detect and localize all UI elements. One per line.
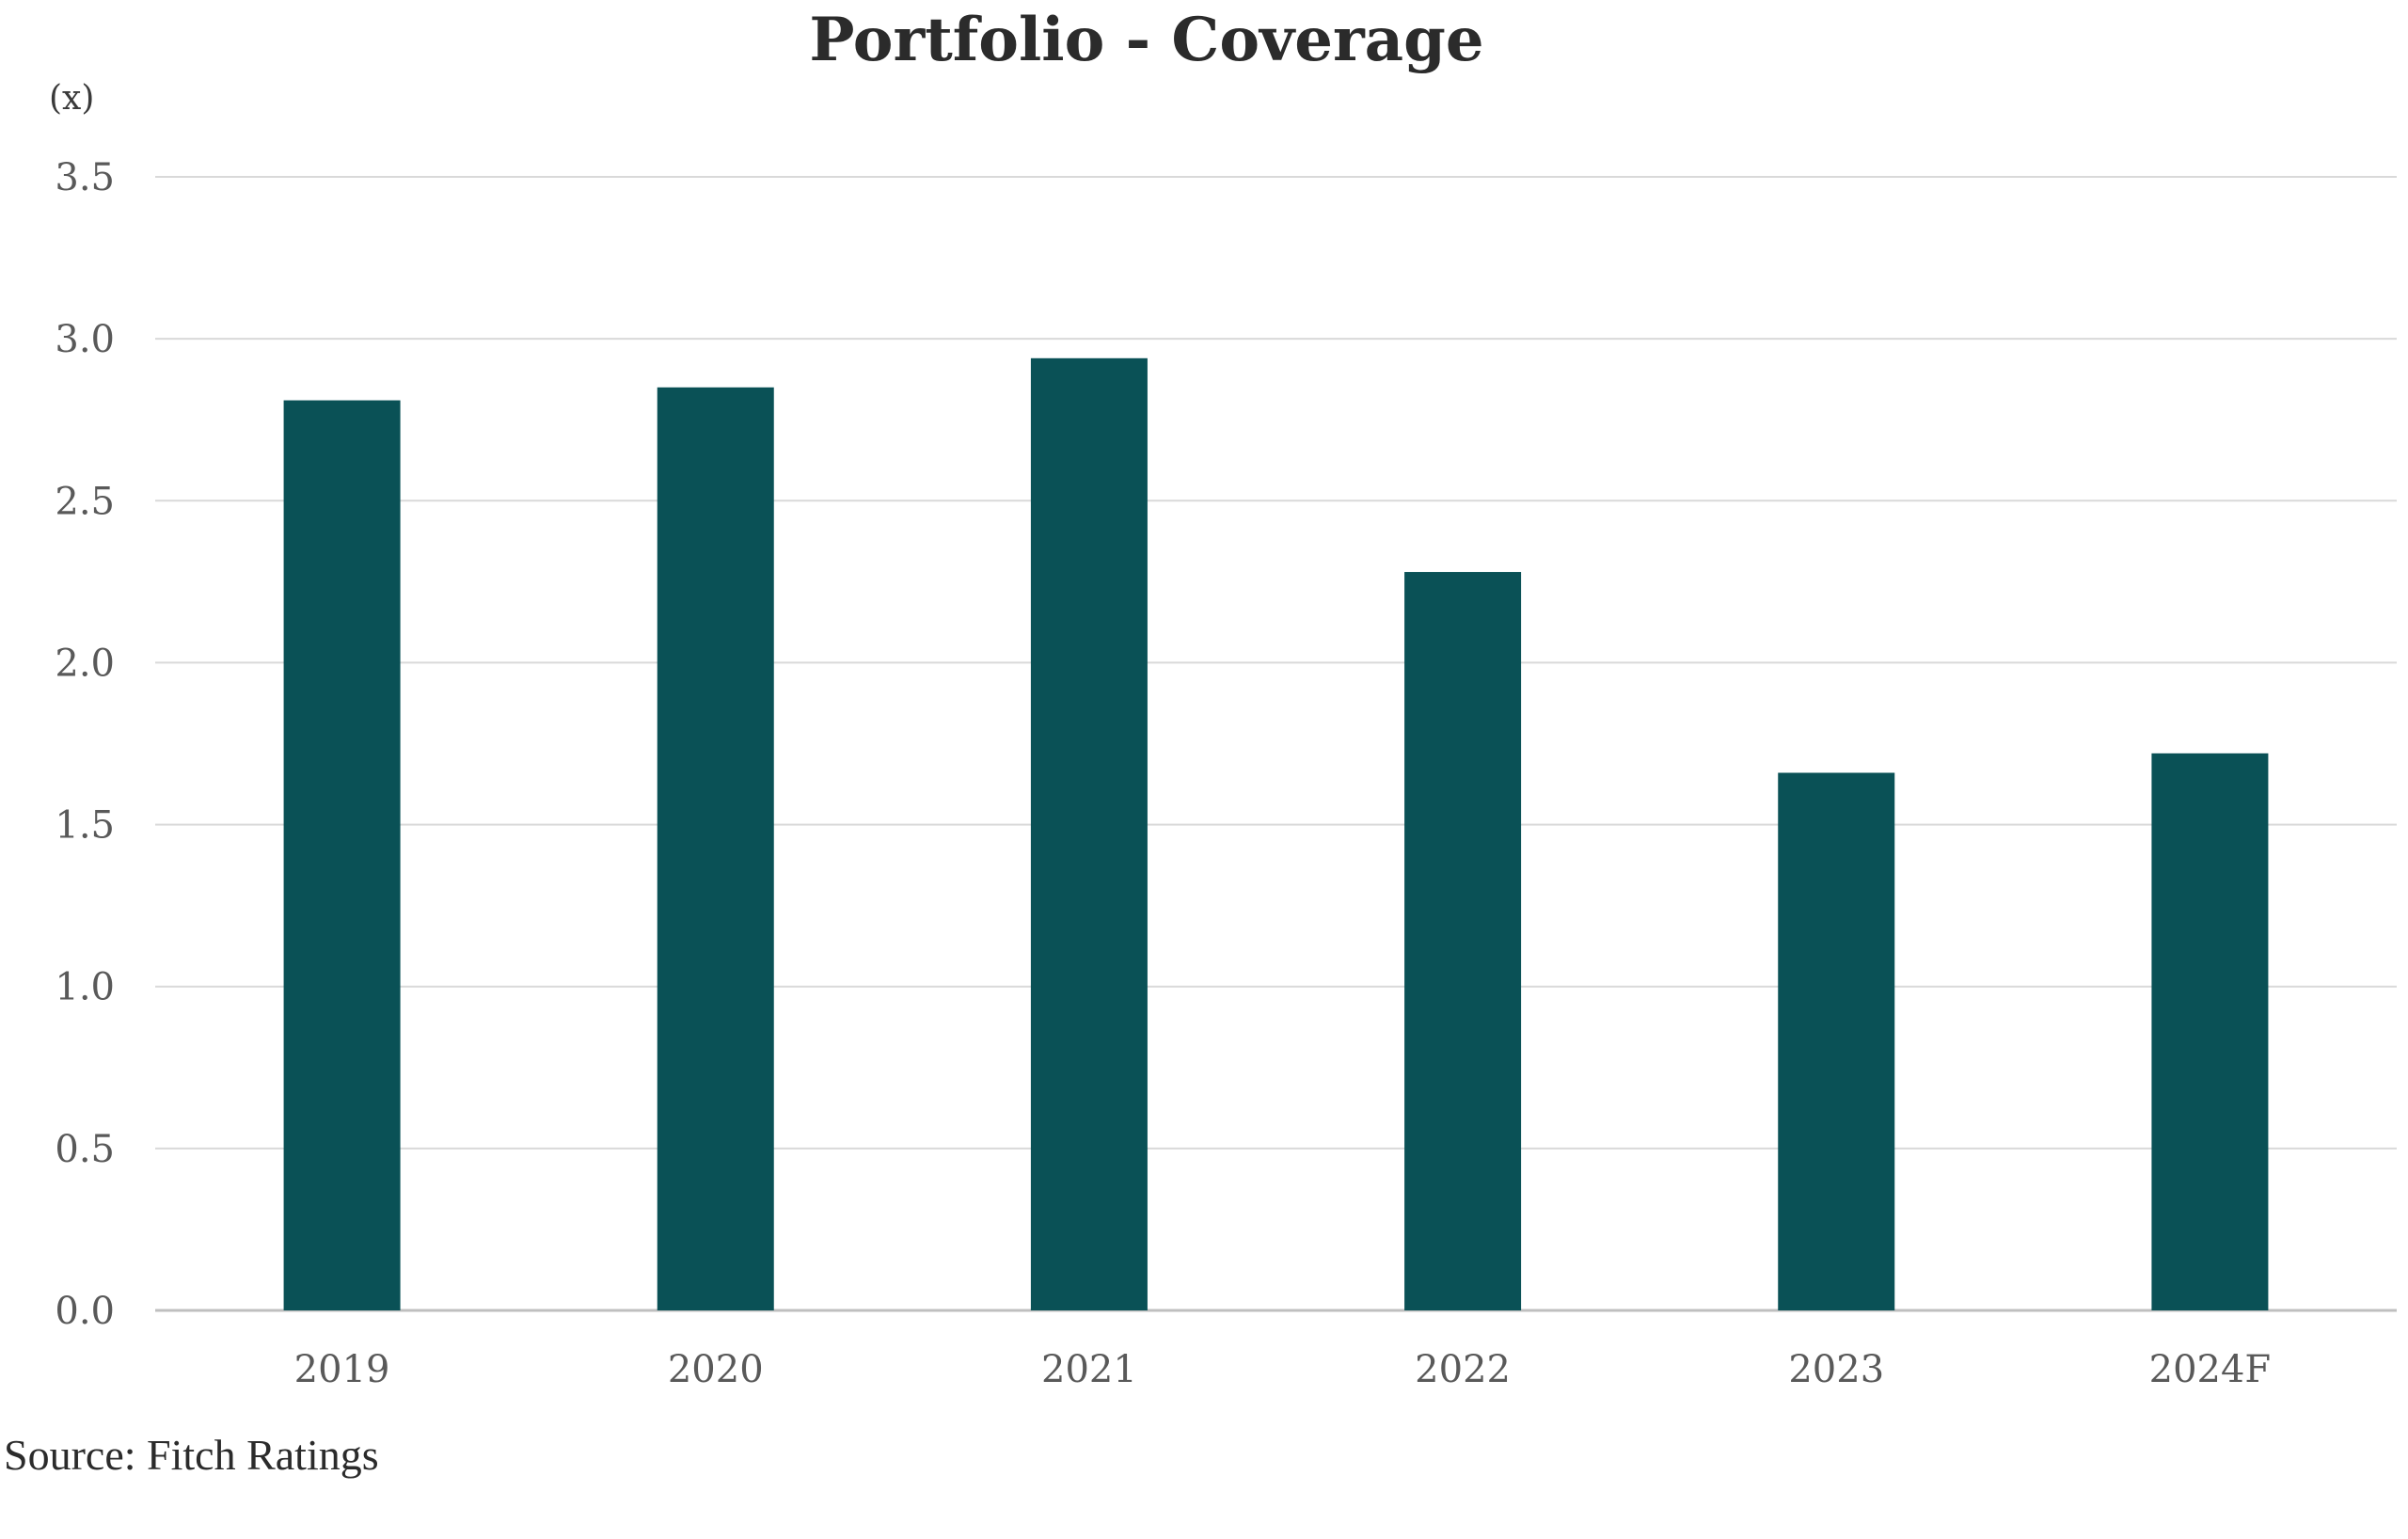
- bar-2021: [1030, 357, 1148, 1310]
- y-axis-unit-label: (x): [49, 79, 94, 118]
- x-tick-label: 2020: [668, 1348, 764, 1391]
- chart-title: Portfolio - Coverage: [809, 5, 1483, 75]
- bars: [283, 357, 2269, 1310]
- y-tick-label: 3.5: [55, 156, 115, 199]
- bar-2024f: [2151, 753, 2269, 1310]
- y-tick-label: 2.5: [55, 480, 115, 523]
- x-axis-ticks: 2019 2020 2021 2022 2023 2024F: [294, 1348, 2272, 1391]
- bar-2019: [283, 400, 401, 1310]
- x-tick-label: 2024F: [2149, 1348, 2272, 1391]
- bar-2023: [1778, 772, 1895, 1310]
- y-tick-label: 2.0: [55, 642, 115, 685]
- y-axis-ticks: 0.0 0.5 1.0 1.5 2.0 2.5 3.0 3.5: [55, 156, 115, 1333]
- y-tick-label: 0.5: [55, 1128, 115, 1171]
- x-tick-label: 2019: [294, 1348, 390, 1391]
- source-note: Source: Fitch Ratings: [4, 1431, 379, 1479]
- gridlines: [155, 176, 2397, 1312]
- bar-2022: [1404, 572, 1522, 1310]
- x-tick-label: 2023: [1788, 1348, 1884, 1391]
- y-tick-label: 1.0: [55, 966, 115, 1009]
- bar-2020: [657, 387, 774, 1310]
- x-tick-label: 2021: [1041, 1348, 1137, 1391]
- y-tick-label: 0.0: [55, 1290, 115, 1333]
- x-tick-label: 2022: [1415, 1348, 1511, 1391]
- y-tick-label: 1.5: [55, 804, 115, 848]
- y-tick-label: 3.0: [55, 318, 115, 361]
